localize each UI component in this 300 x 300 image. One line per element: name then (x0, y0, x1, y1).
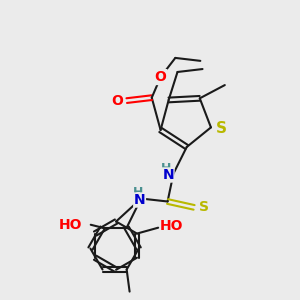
Text: N: N (134, 193, 146, 207)
Text: O: O (111, 94, 123, 108)
Text: HO: HO (58, 218, 82, 232)
Text: N: N (162, 168, 174, 182)
Text: S: S (200, 200, 209, 214)
Text: HO: HO (160, 219, 183, 233)
Text: S: S (216, 122, 227, 136)
Text: O: O (155, 70, 167, 84)
Text: H: H (161, 162, 171, 175)
Text: H: H (133, 186, 143, 199)
